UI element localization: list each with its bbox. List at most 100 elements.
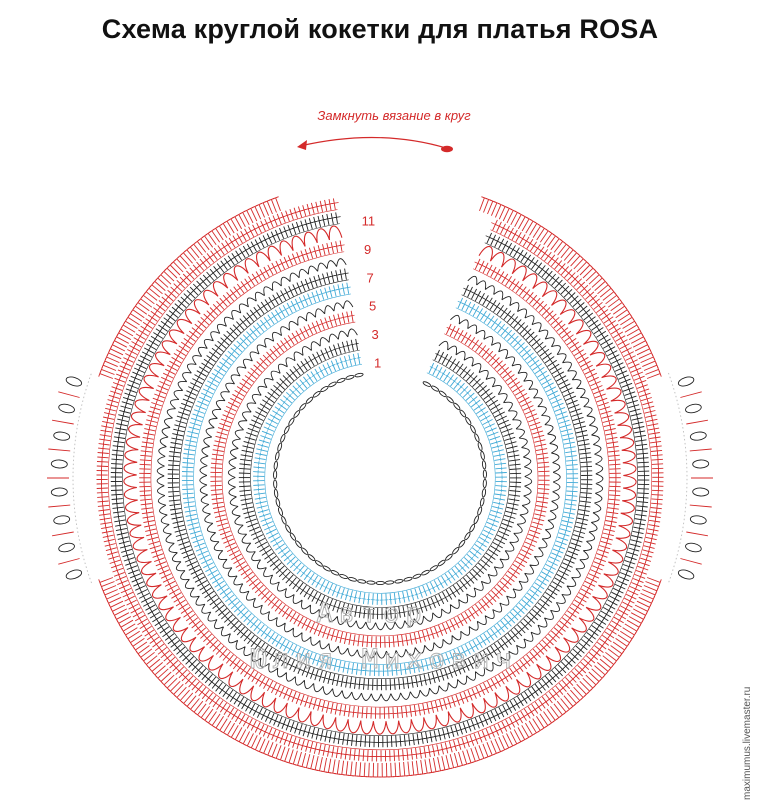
outer-double-crochet-icon bbox=[528, 720, 537, 734]
outer-double-crochet-icon bbox=[502, 735, 510, 749]
double-crochet-icon bbox=[429, 658, 434, 670]
double-crochet-icon bbox=[632, 371, 644, 377]
stitch-crossbar-icon bbox=[511, 378, 515, 384]
double-crochet-icon bbox=[125, 353, 136, 359]
double-crochet-icon bbox=[413, 704, 417, 717]
outer-double-crochet-icon bbox=[605, 651, 617, 662]
stitch-crossbar-icon bbox=[518, 561, 523, 567]
double-crochet-icon bbox=[240, 454, 252, 458]
double-crochet-icon bbox=[446, 727, 451, 739]
double-crochet-icon bbox=[335, 630, 339, 642]
double-crochet-icon bbox=[332, 198, 336, 210]
double-crochet-icon bbox=[257, 509, 269, 514]
stitch-crossbar-icon bbox=[521, 557, 525, 563]
double-crochet-icon bbox=[651, 502, 663, 505]
double-crochet-icon bbox=[600, 338, 611, 346]
double-crochet-icon bbox=[260, 220, 266, 232]
double-crochet-icon bbox=[559, 620, 569, 629]
double-crochet-icon bbox=[494, 676, 501, 687]
double-crochet-icon bbox=[491, 444, 503, 449]
double-crochet-icon bbox=[389, 593, 392, 605]
double-crochet-icon bbox=[545, 386, 557, 393]
outer-double-crochet-icon bbox=[176, 258, 187, 270]
double-crochet-icon bbox=[255, 271, 263, 282]
stitch-crossbar-icon bbox=[459, 385, 463, 389]
double-crochet-icon bbox=[626, 593, 637, 600]
double-crochet-icon bbox=[505, 574, 515, 582]
double-crochet-icon bbox=[273, 714, 279, 726]
outer-double-crochet-icon bbox=[120, 619, 134, 628]
double-crochet-icon bbox=[169, 660, 179, 669]
double-crochet-icon bbox=[572, 648, 582, 658]
double-crochet-icon bbox=[184, 394, 196, 400]
chain-stitch-icon bbox=[330, 570, 340, 576]
outer-double-crochet-icon bbox=[521, 725, 530, 738]
double-crochet-icon bbox=[500, 307, 508, 318]
double-crochet-icon bbox=[549, 556, 560, 562]
double-crochet-icon bbox=[338, 660, 342, 672]
double-crochet-icon bbox=[342, 661, 346, 673]
double-crochet-icon bbox=[212, 642, 222, 652]
double-crochet-icon bbox=[443, 371, 451, 382]
double-crochet-icon bbox=[267, 418, 278, 425]
stitch-crossbar-icon bbox=[472, 377, 476, 381]
double-crochet-icon bbox=[453, 617, 460, 629]
double-crochet-icon bbox=[559, 327, 569, 335]
double-crochet-icon bbox=[451, 568, 460, 578]
stitch-crossbar-icon bbox=[434, 631, 440, 634]
double-crochet-icon bbox=[313, 623, 319, 635]
double-crochet-icon bbox=[272, 215, 278, 227]
double-crochet-icon bbox=[264, 524, 275, 531]
double-crochet-icon bbox=[183, 293, 193, 302]
double-crochet-icon bbox=[213, 505, 225, 509]
double-crochet-icon bbox=[134, 367, 145, 374]
double-crochet-icon bbox=[572, 416, 584, 422]
double-crochet-icon bbox=[168, 464, 180, 467]
double-crochet-icon bbox=[236, 233, 243, 244]
double-crochet-icon bbox=[251, 672, 259, 683]
double-crochet-icon bbox=[576, 353, 587, 360]
double-crochet-icon bbox=[295, 382, 304, 392]
double-crochet-icon bbox=[555, 685, 564, 695]
stitch-crossbar-icon bbox=[499, 412, 502, 417]
double-crochet-icon bbox=[498, 238, 505, 250]
double-crochet-icon bbox=[614, 366, 626, 372]
double-crochet-icon bbox=[230, 600, 240, 610]
double-crochet-icon bbox=[360, 663, 363, 676]
double-crochet-icon bbox=[490, 509, 503, 515]
double-crochet-icon bbox=[638, 388, 650, 393]
double-crochet-icon bbox=[123, 557, 135, 562]
double-crochet-icon bbox=[603, 316, 614, 324]
double-crochet-icon bbox=[479, 652, 486, 663]
double-crochet-icon bbox=[191, 620, 201, 629]
double-crochet-icon bbox=[210, 484, 222, 487]
double-crochet-icon bbox=[438, 351, 445, 363]
double-crochet-icon bbox=[144, 428, 156, 432]
double-crochet-icon bbox=[240, 629, 249, 639]
double-crochet-icon bbox=[98, 447, 110, 450]
double-crochet-icon bbox=[537, 496, 549, 499]
outer-double-crochet-icon bbox=[120, 328, 134, 337]
double-crochet-icon bbox=[253, 466, 265, 469]
double-crochet-icon bbox=[242, 506, 254, 510]
double-crochet-icon bbox=[570, 275, 579, 284]
double-crochet-icon bbox=[230, 397, 241, 404]
double-crochet-icon bbox=[111, 463, 123, 465]
double-crochet-icon bbox=[249, 423, 261, 429]
double-crochet-icon bbox=[239, 463, 251, 466]
outer-double-crochet-icon bbox=[498, 736, 506, 750]
double-crochet-icon bbox=[261, 645, 269, 655]
double-crochet-icon bbox=[507, 632, 516, 643]
double-crochet-icon bbox=[538, 483, 550, 486]
stitch-crossbar-icon bbox=[262, 593, 267, 598]
stitch-crossbar-icon bbox=[456, 382, 460, 386]
stitch-crossbar-icon bbox=[272, 415, 276, 419]
double-crochet-icon bbox=[299, 379, 308, 389]
outer-double-crochet-icon bbox=[223, 720, 232, 734]
double-crochet-icon bbox=[312, 353, 319, 365]
double-crochet-icon bbox=[209, 376, 220, 384]
double-crochet-icon bbox=[206, 253, 215, 263]
stitch-crossbar-icon bbox=[315, 323, 321, 327]
double-crochet-icon bbox=[573, 349, 584, 356]
double-crochet-icon bbox=[442, 591, 449, 603]
